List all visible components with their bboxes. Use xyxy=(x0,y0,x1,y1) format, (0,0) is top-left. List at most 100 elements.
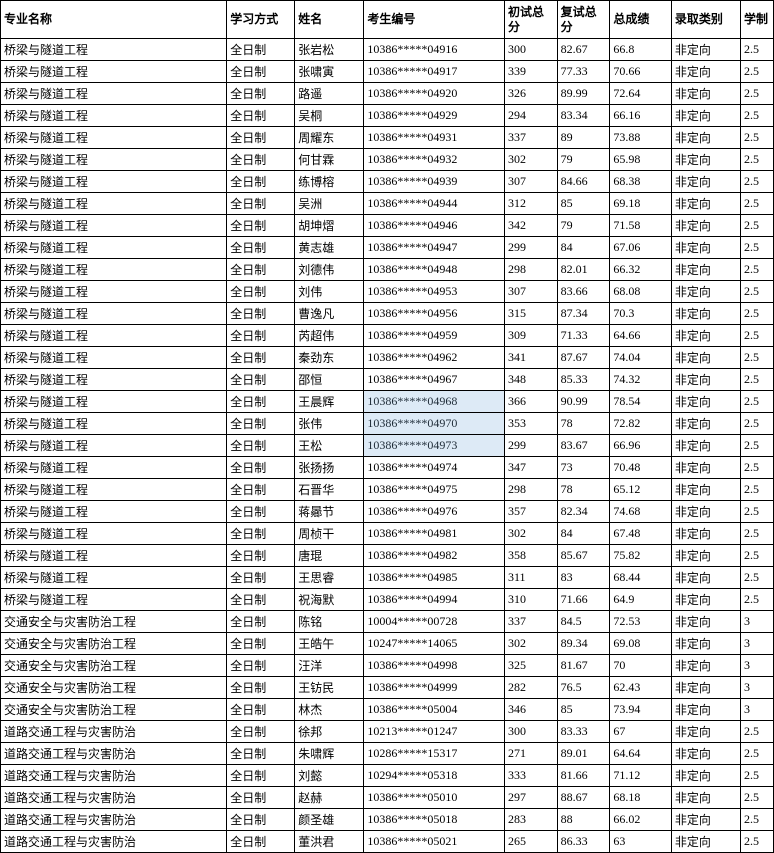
table-cell: 桥梁与隧道工程 xyxy=(1,523,227,545)
table-cell: 265 xyxy=(504,831,557,853)
table-cell: 70.66 xyxy=(610,61,671,83)
table-cell: 道路交通工程与灾害防治 xyxy=(1,721,227,743)
table-row: 交通安全与灾害防治工程全日制汪洋10386*****0499832581.677… xyxy=(1,655,774,677)
table-cell: 汪洋 xyxy=(295,655,364,677)
table-cell: 非定向 xyxy=(671,523,740,545)
table-row: 桥梁与隧道工程全日制芮超伟10386*****0495930971.3364.6… xyxy=(1,325,774,347)
table-cell: 10213*****01247 xyxy=(364,721,505,743)
table-cell: 83.33 xyxy=(557,721,610,743)
table-cell: 2.5 xyxy=(741,501,774,523)
table-cell: 74.32 xyxy=(610,369,671,391)
table-cell: 何甘霖 xyxy=(295,149,364,171)
table-cell: 10386*****04931 xyxy=(364,127,505,149)
table-cell: 347 xyxy=(504,457,557,479)
table-cell: 3 xyxy=(741,677,774,699)
table-cell: 非定向 xyxy=(671,171,740,193)
table-cell: 81.66 xyxy=(557,765,610,787)
table-cell: 非定向 xyxy=(671,435,740,457)
table-cell: 72.64 xyxy=(610,83,671,105)
table-cell: 89.34 xyxy=(557,633,610,655)
table-row: 交通安全与灾害防治工程全日制王钫民10386*****0499928276.56… xyxy=(1,677,774,699)
table-cell: 非定向 xyxy=(671,743,740,765)
table-cell: 87.67 xyxy=(557,347,610,369)
table-cell: 全日制 xyxy=(227,809,295,831)
table-cell: 86.33 xyxy=(557,831,610,853)
table-cell: 2.5 xyxy=(741,83,774,105)
table-cell: 10386*****04981 xyxy=(364,523,505,545)
table-cell: 69.18 xyxy=(610,193,671,215)
table-cell: 全日制 xyxy=(227,127,295,149)
table-cell: 302 xyxy=(504,149,557,171)
table-cell: 339 xyxy=(504,61,557,83)
table-cell: 桥梁与隧道工程 xyxy=(1,127,227,149)
table-cell: 王思睿 xyxy=(295,567,364,589)
table-cell: 2.5 xyxy=(741,479,774,501)
table-body: 桥梁与隧道工程全日制张岩松10386*****0491630082.6766.8… xyxy=(1,39,774,853)
table-cell: 3 xyxy=(741,633,774,655)
table-cell: 10386*****05010 xyxy=(364,787,505,809)
table-cell: 吴桐 xyxy=(295,105,364,127)
table-cell: 全日制 xyxy=(227,721,295,743)
table-cell: 71.12 xyxy=(610,765,671,787)
table-cell: 10386*****04970 xyxy=(364,413,505,435)
table-cell: 10386*****04959 xyxy=(364,325,505,347)
table-cell: 非定向 xyxy=(671,457,740,479)
table-cell: 交通安全与灾害防治工程 xyxy=(1,655,227,677)
table-cell: 非定向 xyxy=(671,413,740,435)
table-cell: 陈铭 xyxy=(295,611,364,633)
table-cell: 2.5 xyxy=(741,435,774,457)
table-cell: 10386*****04998 xyxy=(364,655,505,677)
table-cell: 非定向 xyxy=(671,501,740,523)
table-cell: 非定向 xyxy=(671,831,740,853)
table-cell: 298 xyxy=(504,479,557,501)
table-cell: 桥梁与隧道工程 xyxy=(1,215,227,237)
table-cell: 全日制 xyxy=(227,655,295,677)
table-cell: 10286*****15317 xyxy=(364,743,505,765)
col-major: 专业名称 xyxy=(1,1,227,39)
table-cell: 10386*****05004 xyxy=(364,699,505,721)
table-cell: 307 xyxy=(504,171,557,193)
table-cell: 桥梁与隧道工程 xyxy=(1,589,227,611)
table-cell: 胡坤熠 xyxy=(295,215,364,237)
table-cell: 非定向 xyxy=(671,721,740,743)
table-cell: 桥梁与隧道工程 xyxy=(1,435,227,457)
table-cell: 10386*****04985 xyxy=(364,567,505,589)
table-cell: 刘伟 xyxy=(295,281,364,303)
table-cell: 非定向 xyxy=(671,193,740,215)
table-cell: 307 xyxy=(504,281,557,303)
table-cell: 曹逸凡 xyxy=(295,303,364,325)
table-cell: 68.44 xyxy=(610,567,671,589)
table-cell: 祝海默 xyxy=(295,589,364,611)
table-cell: 79 xyxy=(557,215,610,237)
table-cell: 王松 xyxy=(295,435,364,457)
table-cell: 84.5 xyxy=(557,611,610,633)
table-cell: 10386*****04939 xyxy=(364,171,505,193)
table-cell: 64.66 xyxy=(610,325,671,347)
table-cell: 非定向 xyxy=(671,215,740,237)
table-cell: 10294*****05318 xyxy=(364,765,505,787)
table-cell: 10386*****05018 xyxy=(364,809,505,831)
col-total: 总成绩 xyxy=(610,1,671,39)
table-cell: 颜圣雄 xyxy=(295,809,364,831)
table-cell: 桥梁与隧道工程 xyxy=(1,259,227,281)
table-cell: 2.5 xyxy=(741,347,774,369)
table-cell: 桥梁与隧道工程 xyxy=(1,369,227,391)
table-cell: 10386*****04944 xyxy=(364,193,505,215)
table-cell: 蒋曏节 xyxy=(295,501,364,523)
table-cell: 全日制 xyxy=(227,369,295,391)
table-cell: 非定向 xyxy=(671,567,740,589)
table-cell: 非定向 xyxy=(671,237,740,259)
table-cell: 85 xyxy=(557,699,610,721)
table-row: 桥梁与隧道工程全日制练博榕10386*****0493930784.6668.3… xyxy=(1,171,774,193)
table-cell: 秦劲东 xyxy=(295,347,364,369)
table-cell: 87.34 xyxy=(557,303,610,325)
table-cell: 非定向 xyxy=(671,105,740,127)
table-cell: 10386*****05021 xyxy=(364,831,505,853)
table-cell: 路遥 xyxy=(295,83,364,105)
table-cell: 非定向 xyxy=(671,61,740,83)
table-cell: 非定向 xyxy=(671,83,740,105)
table-cell: 非定向 xyxy=(671,699,740,721)
table-cell: 练博榕 xyxy=(295,171,364,193)
table-cell: 64.9 xyxy=(610,589,671,611)
table-cell: 66.96 xyxy=(610,435,671,457)
